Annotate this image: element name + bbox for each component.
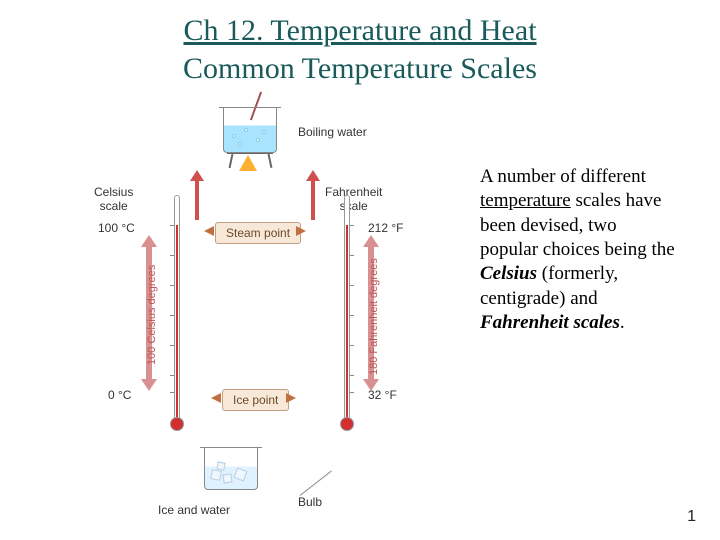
page-number: 1 [687, 508, 696, 526]
celsius-low: 0 °C [108, 388, 131, 402]
p-celsius: Celsius [480, 263, 537, 284]
celsius-thermometer [168, 195, 186, 435]
ice-point-badge: Ice point [222, 389, 289, 411]
celsius-high: 100 °C [98, 221, 135, 235]
p-fahrenheit: Fahrenheit scales [480, 312, 620, 333]
steam-point-badge: Steam point [215, 222, 301, 244]
ice-beaker [196, 445, 266, 500]
title-line1: Ch 12. Temperature and Heat [183, 14, 536, 47]
bulb-label: Bulb [298, 495, 322, 509]
p-part0: A number of different [480, 166, 646, 187]
celsius-degrees-label: 100 Celsius degrees [146, 265, 158, 365]
fahrenheit-thermometer [338, 195, 356, 435]
fahrenheit-degrees-label: 180 Fahrenheit degrees [368, 258, 380, 375]
thermometer-diagram: Boiling water Celsius scale Fahrenheit s… [50, 95, 470, 525]
p-temperature: temperature [480, 190, 571, 211]
description-paragraph: A number of different temperature scales… [480, 165, 675, 335]
slide-title: Ch 12. Temperature and Heat Common Tempe… [0, 0, 720, 87]
celsius-scale-label: Celsius scale [94, 185, 133, 213]
boiling-beaker [215, 103, 285, 163]
title-line2: Common Temperature Scales [183, 52, 537, 85]
ice-water-label: Ice and water [158, 503, 230, 517]
boiling-water-label: Boiling water [298, 125, 367, 139]
p-part6: . [620, 312, 625, 333]
fahrenheit-high: 212 °F [368, 221, 403, 235]
